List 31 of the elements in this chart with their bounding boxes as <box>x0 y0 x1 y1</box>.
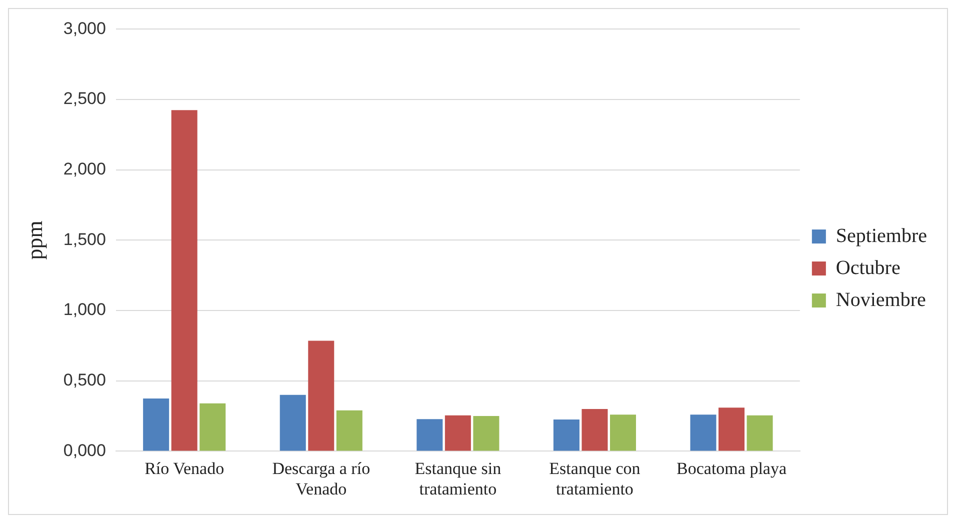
bar <box>416 419 443 451</box>
bar <box>690 414 716 451</box>
y-tick-label: 2,500 <box>63 89 106 108</box>
y-tick-label: 1,500 <box>63 230 106 249</box>
bar <box>171 110 198 451</box>
y-tick-label: 3,000 <box>63 18 106 38</box>
y-tick-label: 0,500 <box>63 370 106 390</box>
bar <box>308 340 334 451</box>
bar <box>746 415 773 451</box>
legend-label: Septiembre <box>836 224 928 247</box>
bar <box>553 420 580 451</box>
bar <box>718 408 745 451</box>
x-tick-label: Río Venado <box>144 458 224 478</box>
x-tick-label: Estanque sin tratamiento <box>414 458 502 498</box>
bar <box>582 409 608 451</box>
legend-label: Octubre <box>836 256 900 279</box>
bar <box>473 416 500 451</box>
bar <box>143 398 170 451</box>
legend-label: Noviembre <box>836 288 926 311</box>
x-tick-label: Descarga a río Venado <box>272 458 370 498</box>
bar <box>336 410 362 451</box>
y-tick-label: 2,000 <box>63 160 106 179</box>
bar <box>610 414 636 451</box>
x-tick-label: Bocatoma playa <box>676 458 787 478</box>
y-tick-label: 1,000 <box>63 300 106 320</box>
bar <box>444 415 471 451</box>
bar <box>280 394 306 451</box>
x-tick-label: Estanque con tratamiento <box>549 458 641 498</box>
bar <box>200 403 226 451</box>
y-axis-title: ppm <box>22 220 47 260</box>
y-tick-label: 0,000 <box>63 440 106 460</box>
